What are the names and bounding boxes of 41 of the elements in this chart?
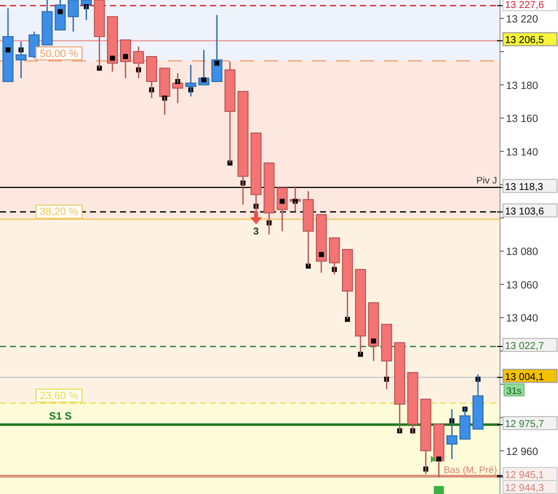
point (358, 352, 363, 357)
point (280, 198, 285, 204)
point (318, 252, 324, 257)
text: 31s (506, 386, 522, 397)
candlestick (302, 190, 314, 267)
candlestick (16, 40, 27, 79)
y-tick-label: 12 960 (506, 446, 538, 458)
point (344, 316, 350, 322)
point (371, 338, 376, 344)
ref-line-label: 13 022,7 (505, 340, 544, 352)
annotation: 38,20 % (40, 206, 78, 218)
ref-line-label: 12 945,1 (505, 470, 544, 481)
candlestick (446, 408, 458, 460)
ref-line-label: 13 118,3 (505, 182, 544, 193)
ref-line-label: 12 944,3 (505, 483, 544, 494)
ref-line-label: 12 975,7 (505, 419, 544, 430)
annotation: 3 (253, 226, 260, 238)
y-tick-label: 13 140 (506, 146, 538, 158)
ref-line-label: 13 004,1 (505, 372, 544, 383)
y-tick-label: 13 220 (506, 13, 538, 26)
point (6, 47, 10, 52)
annotation: Bas (M, Pré) (444, 464, 497, 476)
point (214, 60, 220, 66)
y-tick-label: 13 040 (506, 312, 538, 325)
ref-line-label: 13 103,6 (505, 206, 544, 218)
y-tick-label: 13 160 (506, 113, 538, 126)
annotation: 50,00 % (40, 48, 78, 60)
annotation: Piv J (476, 175, 498, 186)
ref-line-label: 13 206,5 (505, 35, 544, 46)
annotation: S1 S (49, 410, 72, 423)
point (227, 160, 232, 166)
y-tick-label: 13 180 (506, 80, 538, 92)
point (436, 456, 442, 462)
y-tick-label: 13 080 (506, 246, 538, 258)
y-tick-label: 13 060 (506, 279, 538, 292)
annotation: 23,60 % (40, 390, 78, 402)
point (123, 54, 128, 60)
ref-line-label: 13 227,6 (505, 0, 544, 12)
candlestick (185, 64, 196, 98)
point (58, 9, 63, 14)
point (110, 56, 115, 61)
